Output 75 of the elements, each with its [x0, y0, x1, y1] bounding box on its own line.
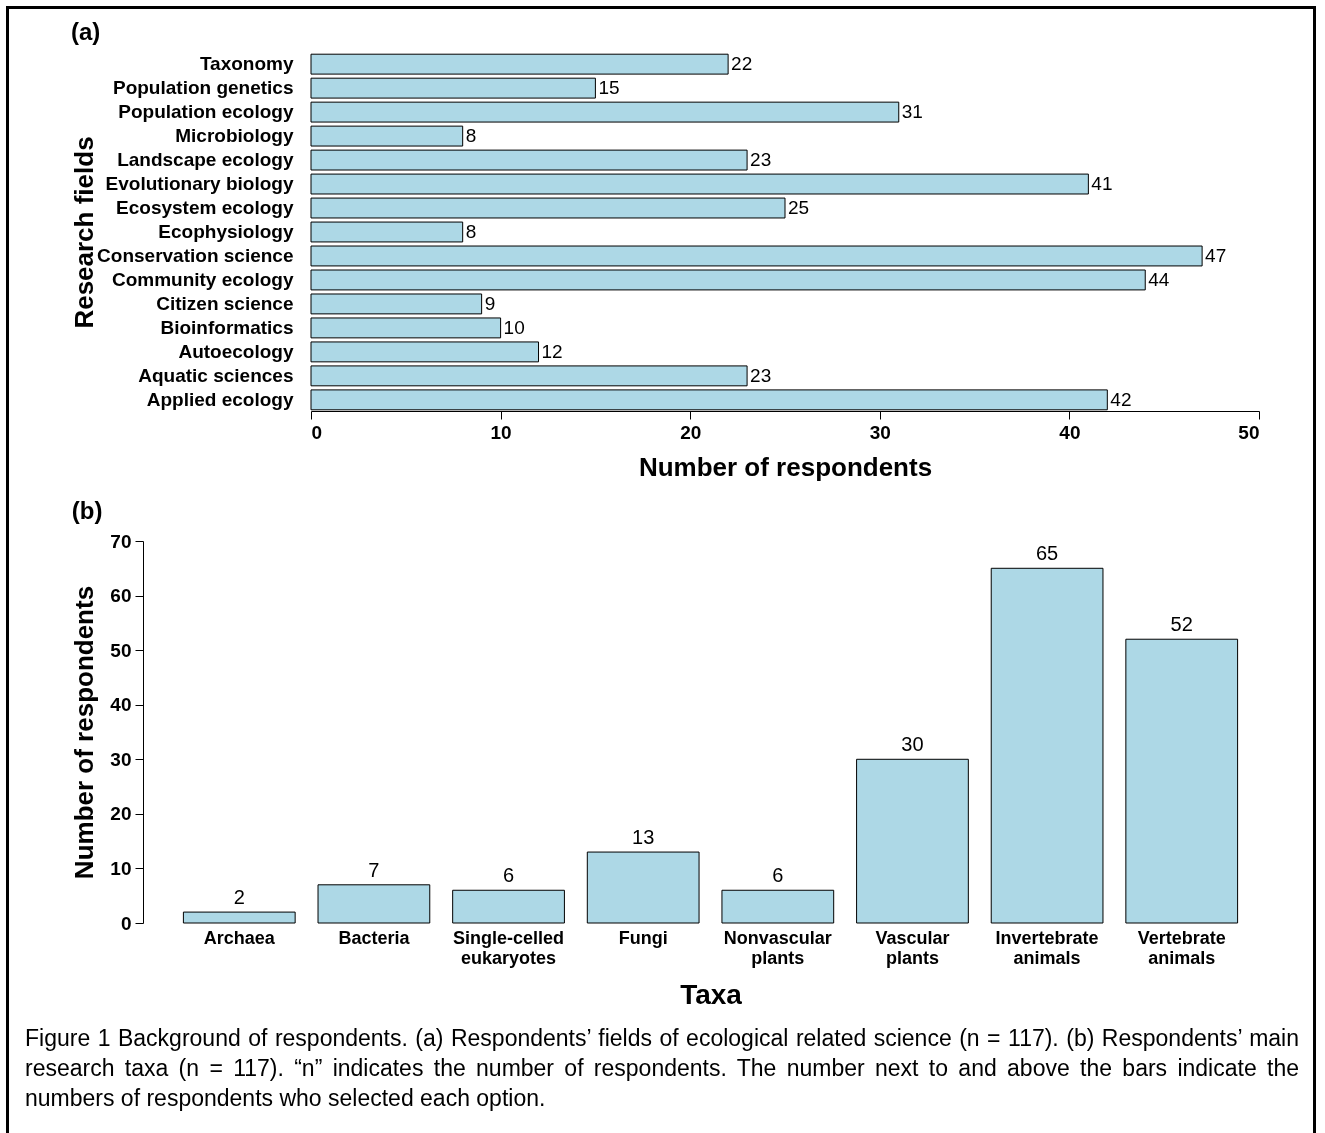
- y-tick-label: Aquatic sciences: [138, 364, 294, 386]
- y-tick-label: Microbiology: [175, 125, 294, 147]
- x-tick-label: Bacteria: [338, 927, 411, 948]
- bar: [990, 567, 1104, 924]
- y-tick-label: Ecosystem ecology: [116, 197, 294, 219]
- y-tick-label: 30: [110, 748, 132, 770]
- data-label: 6: [772, 864, 784, 887]
- y-tick-label: Taxonomy: [199, 53, 294, 75]
- x-tick-label: Archaea: [203, 927, 276, 948]
- data-label: 10: [503, 316, 525, 338]
- x-tick-label: 30: [869, 421, 891, 443]
- y-tick-label: Autoecology: [178, 340, 294, 362]
- data-label: 23: [750, 149, 772, 171]
- x-tick-label: 20: [680, 421, 702, 443]
- y-tick-label: 0: [120, 912, 132, 934]
- data-label: 7: [368, 858, 380, 881]
- x-tick-label: 40: [1059, 421, 1081, 443]
- y-tick-label: Conservation science: [97, 244, 294, 266]
- x-axis-title: Number of respondents: [638, 451, 933, 482]
- y-tick-label: Evolutionary biology: [105, 173, 294, 195]
- x-tick-label: Fungi: [618, 927, 668, 948]
- y-tick-label: 50: [110, 639, 132, 661]
- y-axis-title: Number of respondents: [69, 585, 100, 880]
- bar: [586, 851, 700, 924]
- data-label: 42: [1110, 388, 1132, 410]
- y-tick-label: Bioinformatics: [160, 316, 294, 338]
- bar: [182, 911, 296, 924]
- y-tick-label: Community ecology: [111, 268, 294, 290]
- y-tick-label: Population genetics: [112, 77, 294, 99]
- x-tick-label: 50: [1238, 421, 1260, 443]
- caption: Figure 1 Background of respondents. (a) Respondents’ fields of ecological related science (n = 117). (b) Respondents’ main research taxa (n = 117). “n” indicates the number of respondents. The number next to and above the bars indicate the numbers of respondents who selected each option.: [25, 1024, 1299, 1113]
- data-label: 44: [1148, 268, 1170, 290]
- y-axis-title: Research fields: [68, 136, 99, 329]
- data-label: 52: [1170, 613, 1193, 636]
- y-tick-label: 10: [110, 857, 132, 879]
- text: (a): [71, 18, 101, 45]
- y-tick-label: 70: [110, 530, 132, 552]
- y-tick-label: Landscape ecology: [117, 149, 294, 171]
- bar: [452, 889, 565, 924]
- x-tick-label: 0: [311, 421, 323, 443]
- data-label: 13: [632, 826, 655, 849]
- data-label: 47: [1205, 244, 1227, 266]
- bar: [1125, 638, 1239, 924]
- y-tick-label: Citizen science: [156, 292, 294, 314]
- x-tick-label: 10: [490, 421, 512, 443]
- data-label: 41: [1091, 173, 1113, 195]
- data-label: 2: [233, 886, 245, 909]
- y-tick-label: Population ecology: [118, 101, 294, 123]
- data-label: 22: [731, 53, 753, 75]
- bar: [317, 884, 431, 924]
- data-label: 25: [788, 197, 810, 219]
- x-tick-label: Single-celled eukaryotes: [453, 927, 565, 968]
- data-label: 31: [901, 101, 923, 123]
- x-tick-label: Nonvascular plants: [723, 927, 832, 968]
- data-label: 23: [750, 364, 772, 386]
- bar: [856, 758, 969, 924]
- x-tick-label: Invertebrate animals: [995, 927, 1099, 968]
- x-tick-label: Vascular plants: [875, 927, 950, 968]
- y-tick-label: Ecophysiology: [158, 221, 294, 242]
- data-label: 8: [465, 125, 477, 147]
- data-label: 9: [484, 292, 496, 314]
- data-label: 15: [598, 77, 620, 99]
- data-label: 8: [465, 221, 477, 242]
- y-tick-label: 20: [110, 803, 132, 825]
- x-axis-title: Taxa: [680, 978, 743, 1010]
- y-tick-label: Applied ecology: [146, 388, 294, 410]
- data-label: 30: [901, 733, 924, 756]
- y-tick-label: 40: [110, 694, 132, 716]
- bar: [721, 889, 835, 924]
- data-label: 6: [502, 864, 515, 887]
- x-tick-label: Vertebrate animals: [1137, 927, 1226, 968]
- y-tick-label: 60: [110, 585, 132, 607]
- data-label: 65: [1035, 542, 1059, 565]
- data-label: 12: [541, 340, 563, 362]
- chart-title: (b): [71, 497, 103, 524]
